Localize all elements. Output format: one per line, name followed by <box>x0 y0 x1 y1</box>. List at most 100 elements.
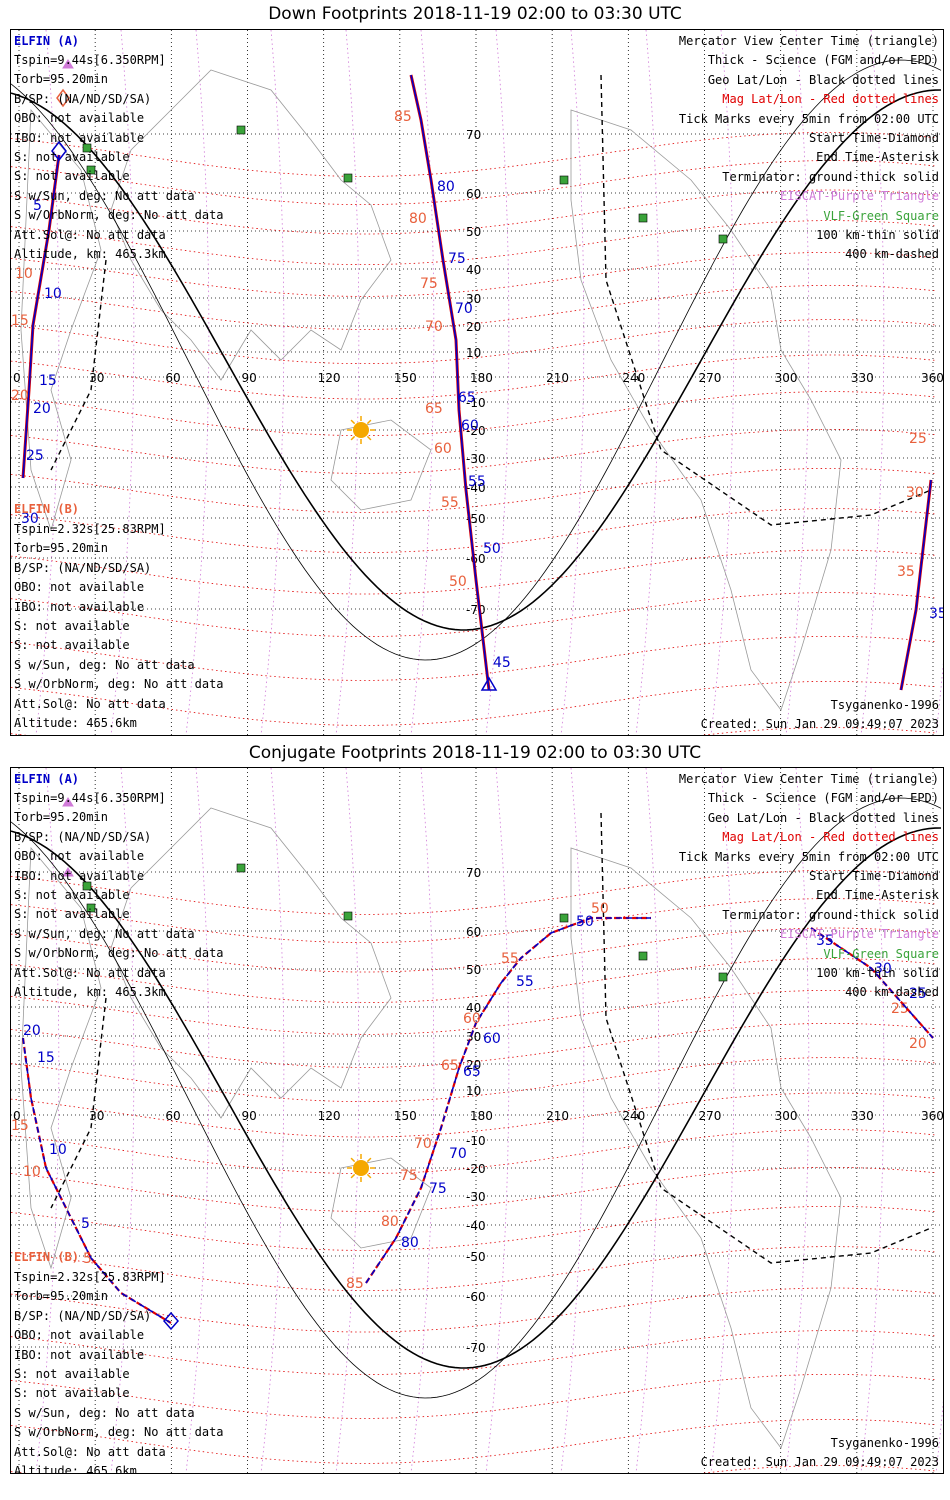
vlf-green-square <box>343 173 353 183</box>
lon-tick-label: 240 <box>622 371 645 385</box>
mag-parallel <box>11 1374 936 1419</box>
mag-lat-label: 70 <box>425 319 443 335</box>
mag-parallel <box>11 319 936 364</box>
lat-tick-label: 30 <box>466 292 481 306</box>
lat-tick-label: -70 <box>466 603 486 617</box>
mag-meridian <box>635 768 660 1473</box>
lon-tick-label: 330 <box>851 1109 874 1123</box>
mag-parallel <box>11 592 936 637</box>
terminator-400km <box>50 259 107 471</box>
lon-tick-label: 150 <box>394 371 417 385</box>
lat-tick-label: -20 <box>466 1162 486 1176</box>
mag-lat-label: 25 <box>909 431 927 447</box>
lon-tick-label: 180 <box>470 1109 493 1123</box>
info-line: S w/OrbNorm, deg: No att data <box>14 946 224 961</box>
lon-tick-label: 330 <box>851 371 874 385</box>
start-diamond <box>51 140 67 162</box>
terminator-100km <box>11 59 942 661</box>
terminator-100km <box>11 797 942 1399</box>
lat-tick-label: 10 <box>466 1084 481 1098</box>
sun-ray <box>366 1173 372 1179</box>
info-line: S w/OrbNorm, deg: No att data <box>14 208 224 223</box>
info-line: S: not available <box>14 907 130 922</box>
mag-lat-label: 35 <box>897 564 915 580</box>
mag-lat-label: 10 <box>15 266 33 282</box>
legend: Mercator View Center Time (triangle) Thic… <box>679 32 939 265</box>
mag-lat-label: 55 <box>441 495 459 511</box>
elfin-a-tick-label: 35 <box>816 933 834 949</box>
legend-item: Geo Lat/Lon - Black dotted lines <box>707 810 939 825</box>
lat-tick-label: 40 <box>466 263 481 277</box>
info-line: Att.Sol@: No att data <box>14 696 166 711</box>
lon-tick-label: 90 <box>242 1109 257 1123</box>
vlf-green-square <box>559 913 569 923</box>
lon-tick-label: 270 <box>699 371 722 385</box>
vlf-green-square <box>343 911 353 921</box>
mag-parallel <box>11 1167 936 1212</box>
lat-tick-label: -10 <box>466 1134 486 1148</box>
lat-tick-label: -10 <box>466 396 486 410</box>
start-diamond <box>163 1311 179 1331</box>
mag-lat-label: 70 <box>414 1136 432 1152</box>
elfin-a-info: Tspin=9.44s[6.350RPM] Torb=95.20min B/SP: … <box>14 789 224 1002</box>
mag-parallel <box>11 1129 936 1174</box>
legend-item: Start Time-Diamond <box>808 869 939 884</box>
elfin-a-tick-label: 15 <box>37 1050 55 1066</box>
mag-meridian <box>710 768 735 1473</box>
mag-meridian <box>560 30 585 735</box>
info-line: Tspin=2.32s[25.83RPM] <box>14 1270 166 1284</box>
vlf-green-square <box>718 972 728 982</box>
lon-tick-label: 210 <box>546 1109 569 1123</box>
mag-meridian <box>485 768 510 1473</box>
lat-tick-label: 20 <box>466 320 481 334</box>
info-line: IBO: not available <box>14 599 145 614</box>
mag-meridian <box>635 30 660 735</box>
eiscat-triangle <box>62 797 74 807</box>
elfin-b-tick-label: 60 <box>483 1031 501 1047</box>
mag-parallel <box>11 391 936 436</box>
mag-lat-label: 10 <box>23 1164 41 1180</box>
mag-lat-label: 75 <box>420 276 438 292</box>
legend-item: Terminator: ground-thick solid <box>722 907 939 922</box>
lat-tick-label: 70 <box>466 866 481 880</box>
coastline <box>110 807 392 1119</box>
lon-tick-label: 300 <box>775 1109 798 1123</box>
mag-lat-label: 20 <box>11 388 29 404</box>
info-line: Tspin=9.44s[6.350RPM] <box>14 791 166 805</box>
info-line: Att.Sol@: No att data <box>14 965 166 980</box>
info-line: OBO: not available <box>14 1328 145 1343</box>
lat-tick-label: 60 <box>466 187 481 201</box>
created-timestamp: Created: Sun Jan 29 09:49:07 2023 <box>700 717 939 731</box>
mag-meridian <box>785 768 810 1473</box>
sun-ray <box>366 419 372 425</box>
mag-meridian <box>110 768 135 1473</box>
elfin-a-header: ELFIN (A) <box>14 772 80 786</box>
sun-ray <box>350 1173 356 1179</box>
elfin-b-header: ELFIN (B) <box>14 1250 80 1264</box>
elfin-a-tick-label: 5 <box>81 1216 90 1232</box>
mag-parallel <box>11 160 936 205</box>
mag-lat-label: 15 <box>11 313 29 329</box>
lat-tick-label: -40 <box>466 1219 486 1233</box>
info-line: S: not available <box>14 1386 130 1401</box>
terminator-400km <box>600 74 932 526</box>
mag-parallel <box>11 468 936 513</box>
lon-tick-label: 120 <box>318 371 341 385</box>
mag-meridian <box>410 768 435 1473</box>
coastline <box>330 1157 432 1249</box>
vlf-green-square <box>82 143 92 153</box>
info-line: Altitude: 465.6km <box>14 1464 137 1474</box>
info-line: IBO: not available <box>14 1347 145 1362</box>
info-line: S: not available <box>14 619 130 634</box>
elfin-a-tick-label: 30 <box>21 511 39 527</box>
map-canvas: 0 30 60 90 120 150 180 210 240 270 300 330 360 70 60 50… <box>11 30 943 735</box>
sun-icon <box>353 1160 369 1176</box>
info-line: Att.Sol@: No att data <box>14 227 166 242</box>
vlf-green-square <box>86 165 96 175</box>
mag-meridian <box>785 30 810 735</box>
created-timestamp: Created: Sun Jan 29 09:49:07 2023 <box>700 1455 939 1469</box>
mag-lat-label: 65 <box>441 1058 459 1074</box>
lat-tick-label: 70 <box>466 128 481 142</box>
info-line: S w/Sun, deg: No att data <box>14 188 195 203</box>
info-line: Altitude: 465.6km <box>14 716 137 731</box>
